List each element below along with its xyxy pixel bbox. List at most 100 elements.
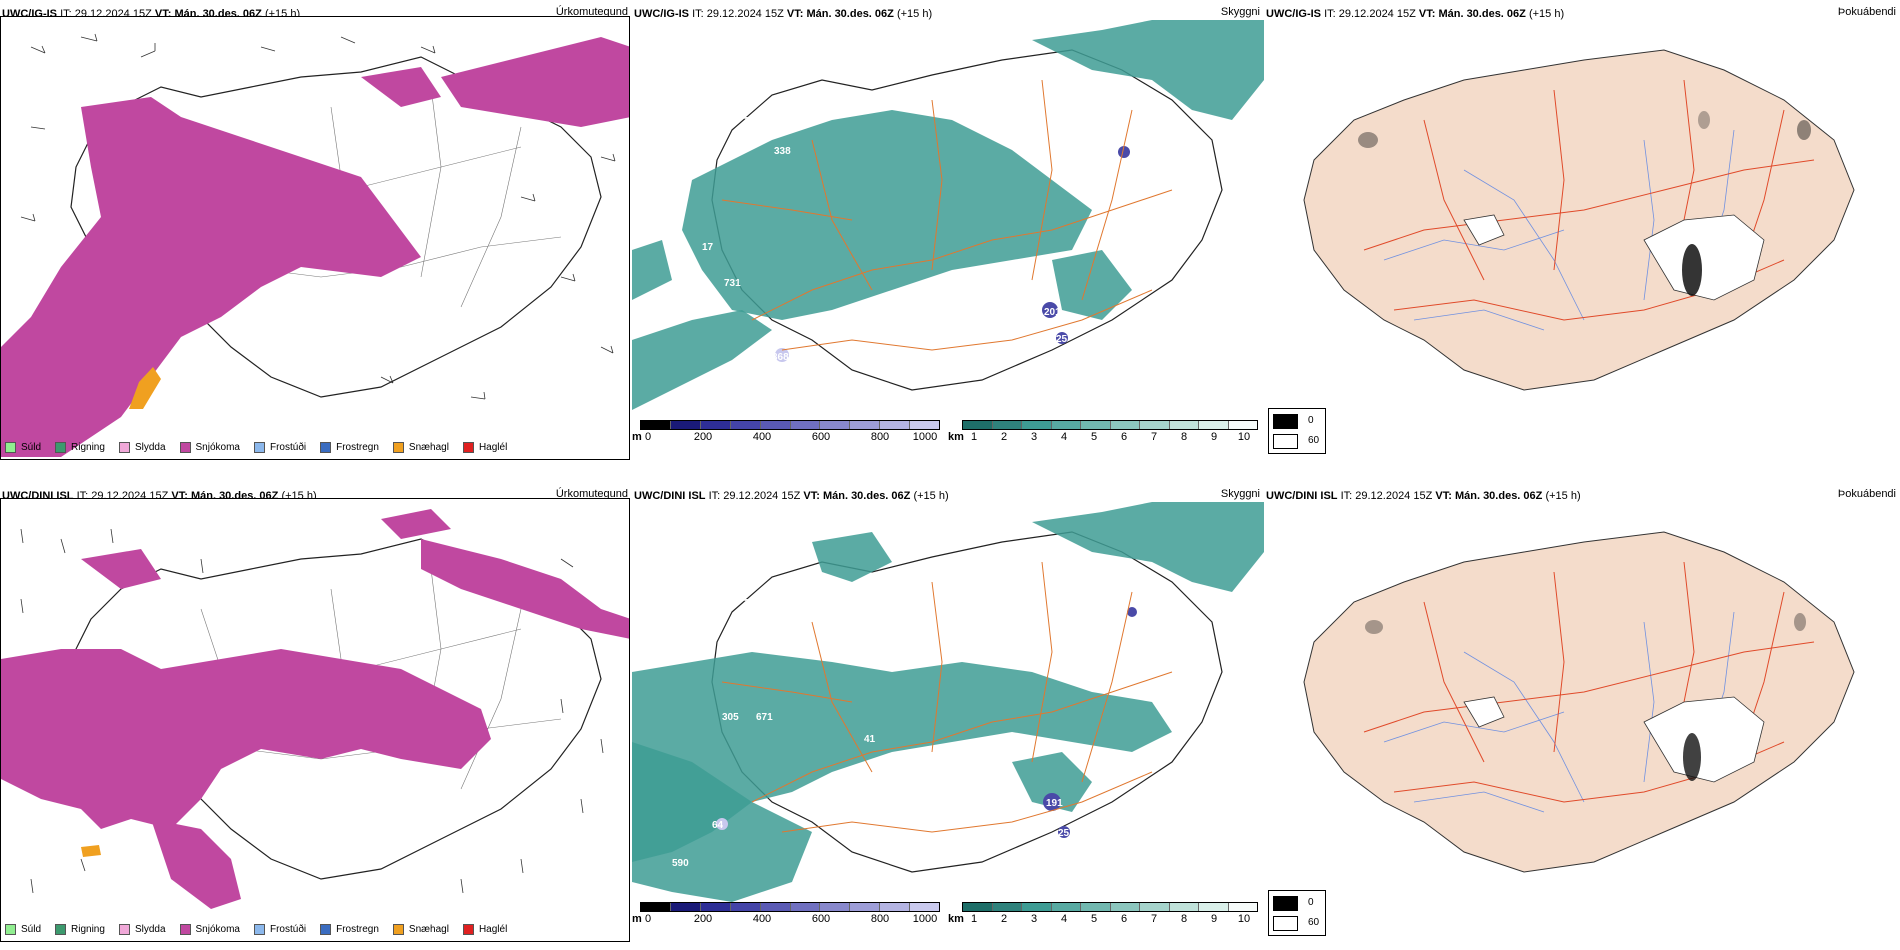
legend-swatch xyxy=(392,442,404,453)
tick-label: 200 xyxy=(693,431,713,443)
panel-title: Skyggni xyxy=(1220,6,1260,18)
legend-label: Súld xyxy=(21,442,42,453)
fog-indicator-panel: UWC/DINI ISL IT: 29.12.2024 15Z VT: Mán.… xyxy=(1264,482,1900,942)
forecast-row-dini-isl: UWC/DINI ISL IT: 29.12.2024 15Z VT: Mán.… xyxy=(0,482,1900,942)
tick-label: 1 xyxy=(970,431,978,443)
elevation-patches xyxy=(716,607,1137,838)
vt-label: VT: xyxy=(1418,8,1436,20)
legend-swatch xyxy=(462,442,474,453)
visibility-colorbar-strip xyxy=(962,420,1258,430)
legend-swatch xyxy=(253,924,265,935)
elevation-unit: m xyxy=(632,913,642,925)
precip-legend: Súld Rigning Slydda Snjókoma Frostúði Fr… xyxy=(5,442,507,453)
snow-pellets xyxy=(129,367,161,409)
legend-label: Snæhagl xyxy=(408,924,449,935)
road-network xyxy=(1363,79,1815,321)
glacier-white-area xyxy=(1463,214,1505,246)
legend-swatch xyxy=(179,442,191,453)
legend-swatch xyxy=(55,924,67,935)
it-value: 29.12.2024 15Z xyxy=(1338,8,1416,20)
it-value: 29.12.2024 15Z xyxy=(723,490,801,502)
it-label: IT: xyxy=(708,490,721,502)
precip-map-frame: Súld Rigning Slydda Snjókoma Frostúði Fr… xyxy=(0,498,630,942)
tick-label: 0 xyxy=(644,913,652,925)
legend-item: Haglél xyxy=(462,924,507,935)
fog-colorbar: 0 60 xyxy=(1268,890,1326,936)
legend-swatch xyxy=(462,924,474,935)
tick-label: 2 xyxy=(1000,431,1008,443)
panel-header: UWC/DINI ISL IT: 29.12.2024 15Z VT: Mán.… xyxy=(1266,490,1581,502)
snow-area xyxy=(1,509,629,909)
tick-label: 0 xyxy=(1308,415,1314,426)
fog-shading xyxy=(1358,111,1811,296)
fog-swatch-black xyxy=(1273,896,1298,911)
tick-label: 4 xyxy=(1060,913,1068,925)
elevation-ticks: 0 200 400 600 800 1000 xyxy=(640,431,940,445)
land-mass xyxy=(1303,49,1855,391)
visibility-colorbar: km 1 2 3 4 5 6 7 8 9 10 xyxy=(948,420,1258,448)
river-network xyxy=(1383,129,1735,331)
tick-label: 9 xyxy=(1210,431,1218,443)
panel-title: Þokuábendi xyxy=(1837,6,1896,18)
precip-map xyxy=(1,509,629,909)
snow-pellets xyxy=(81,845,101,857)
precip-map xyxy=(1,33,629,457)
elevation-label: 29 xyxy=(746,612,758,623)
tick-label: 200 xyxy=(693,913,713,925)
tick-label: 8 xyxy=(1180,431,1188,443)
fog-map xyxy=(1303,531,1855,873)
it-value: 29.12.2024 15Z xyxy=(1355,490,1433,502)
tick-label: 3 xyxy=(1030,431,1038,443)
land-mass xyxy=(1303,531,1855,873)
tick-label: 7 xyxy=(1150,431,1158,443)
tick-label: 2 xyxy=(1000,913,1008,925)
panel-title: Skyggni xyxy=(1220,488,1260,500)
it-label: IT: xyxy=(1324,8,1336,20)
visibility-panel: UWC/IG-IS IT: 29.12.2024 15Z VT: Mán. 30… xyxy=(632,0,1264,460)
elevation-colorbar-strip xyxy=(640,420,940,430)
legend-swatch xyxy=(392,924,404,935)
legend-label: Snjókoma xyxy=(195,442,240,453)
vt-label: VT: xyxy=(786,8,804,20)
legend-label: Súld xyxy=(21,924,42,935)
forecast-row-ig-is: UWC/IG-IS IT: 29.12.2024 15Z VT: Mán. 30… xyxy=(0,0,1900,460)
elevation-label: 671 xyxy=(756,712,773,723)
tick-label: 60 xyxy=(1308,917,1320,928)
precip-type-panel: UWC/IG-IS IT: 29.12.2024 15Z VT: Mán. 30… xyxy=(0,0,632,460)
legend-item: Snjókoma xyxy=(179,442,240,453)
legend-label: Slydda xyxy=(134,442,166,453)
snow-area xyxy=(1,37,629,457)
legend-label: Slydda xyxy=(134,924,166,935)
elevation-label: 368 xyxy=(772,352,789,363)
visibility-map: 307 29 305 671 41 191 25 64 590 xyxy=(632,502,1264,902)
elevation-label: 307 xyxy=(744,116,761,127)
it-label: IT: xyxy=(692,8,704,20)
tick-label: 5 xyxy=(1090,913,1098,925)
tick-label: 1000 xyxy=(912,431,938,443)
elevation-label: 146 xyxy=(740,132,757,143)
glacier-white-area xyxy=(1463,696,1505,728)
legend-label: Frostregn xyxy=(336,442,379,453)
elevation-label: 191 xyxy=(1046,798,1063,809)
elevation-label: 25 xyxy=(1056,334,1068,345)
panel-title: Úrkomutegund xyxy=(555,6,628,18)
precip-type-panel: UWC/DINI ISL IT: 29.12.2024 15Z VT: Mán.… xyxy=(0,482,632,942)
tick-label: 1 xyxy=(970,913,978,925)
road-network xyxy=(721,79,1173,351)
panel-header: UWC/IG-IS IT: 29.12.2024 15Z VT: Mán. 30… xyxy=(1266,8,1564,20)
lead-time: (+15 h) xyxy=(913,490,949,502)
legend-swatch xyxy=(320,924,332,935)
fog-map xyxy=(1303,49,1855,391)
visibility-colorbar-strip xyxy=(962,902,1258,912)
legend-label: Frostúði xyxy=(269,442,307,453)
fog-swatch-white xyxy=(1273,434,1298,449)
tick-label: 9 xyxy=(1210,913,1218,925)
legend-label: Snæhagl xyxy=(408,442,449,453)
elevation-label: 338 xyxy=(774,146,791,157)
tick-label: 4 xyxy=(1060,431,1068,443)
river-network xyxy=(1383,611,1735,813)
tick-label: 0 xyxy=(644,431,652,443)
legend-swatch xyxy=(5,442,16,453)
legend-item: Súld xyxy=(5,924,41,935)
legend-item: Haglél xyxy=(462,442,507,453)
